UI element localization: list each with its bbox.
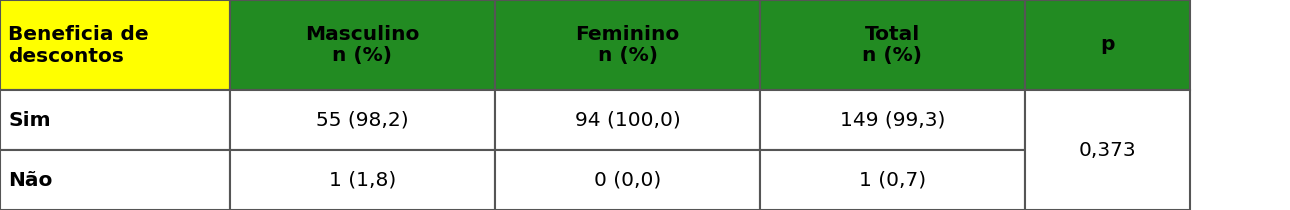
Bar (230, 150, 495, 210)
Bar (230, 90, 495, 150)
Text: Sim: Sim (8, 110, 50, 130)
Bar (760, 90, 1026, 150)
Text: Feminino
n (%): Feminino n (%) (575, 25, 680, 66)
Bar (230, 0, 495, 90)
Text: 0,373: 0,373 (1078, 140, 1136, 160)
Text: p: p (1100, 35, 1115, 55)
Bar (0, 0, 230, 90)
Bar (760, 150, 1026, 210)
Text: 94 (100,0): 94 (100,0) (574, 110, 680, 130)
Bar (0, 90, 230, 150)
Bar (495, 150, 760, 210)
Text: Beneficia de
descontos: Beneficia de descontos (8, 25, 148, 66)
Text: Não: Não (8, 171, 53, 189)
Text: 55 (98,2): 55 (98,2) (316, 110, 409, 130)
Text: 1 (0,7): 1 (0,7) (859, 171, 926, 189)
Bar (760, 0, 1026, 90)
Text: Total
n (%): Total n (%) (863, 25, 922, 66)
Bar (495, 0, 760, 90)
Bar (1026, 90, 1189, 210)
Text: Masculino
n (%): Masculino n (%) (306, 25, 419, 66)
Text: 1 (1,8): 1 (1,8) (329, 171, 396, 189)
Bar (495, 90, 760, 150)
Text: 0 (0,0): 0 (0,0) (593, 171, 660, 189)
Bar (0, 150, 230, 210)
Bar (1026, 0, 1189, 90)
Text: 149 (99,3): 149 (99,3) (840, 110, 946, 130)
